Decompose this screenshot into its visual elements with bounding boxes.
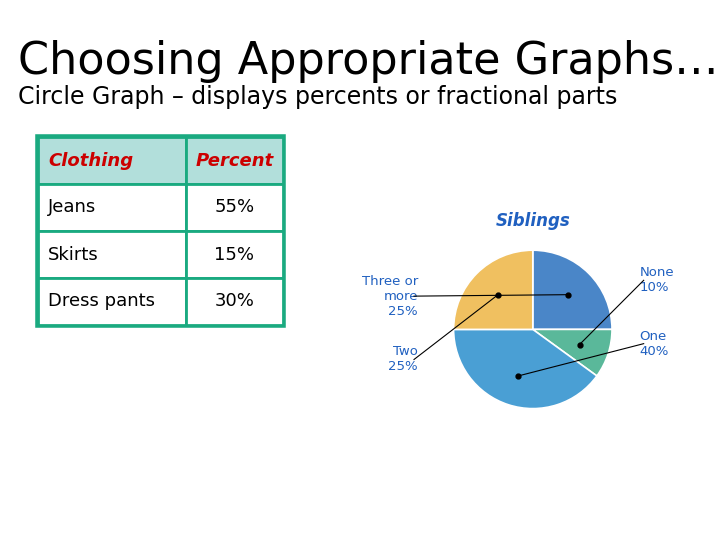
Text: Circle Graph – displays percents or fractional parts: Circle Graph – displays percents or frac… (18, 85, 617, 109)
Text: Three or
more
25%: Three or more 25% (361, 275, 418, 318)
Text: Jeans: Jeans (48, 199, 96, 217)
Text: One
40%: One 40% (639, 329, 669, 357)
Wedge shape (533, 250, 612, 329)
FancyBboxPatch shape (186, 137, 283, 184)
Text: 30%: 30% (215, 293, 254, 310)
Text: Dress pants: Dress pants (48, 293, 155, 310)
Wedge shape (454, 329, 597, 409)
Text: Clothing: Clothing (48, 152, 133, 170)
Text: None
10%: None 10% (639, 266, 675, 294)
Text: Two
25%: Two 25% (388, 346, 418, 374)
Wedge shape (454, 250, 533, 329)
FancyBboxPatch shape (38, 137, 186, 184)
FancyBboxPatch shape (38, 278, 186, 325)
FancyBboxPatch shape (38, 184, 186, 231)
Text: 15%: 15% (215, 246, 254, 264)
FancyBboxPatch shape (38, 231, 186, 278)
FancyBboxPatch shape (186, 278, 283, 325)
Text: Skirts: Skirts (48, 246, 99, 264)
Wedge shape (533, 329, 612, 376)
Text: Percent: Percent (195, 152, 274, 170)
Title: Siblings: Siblings (495, 212, 570, 230)
Text: 55%: 55% (215, 199, 255, 217)
Text: Choosing Appropriate Graphs…: Choosing Appropriate Graphs… (18, 40, 719, 83)
FancyBboxPatch shape (186, 231, 283, 278)
FancyBboxPatch shape (186, 184, 283, 231)
